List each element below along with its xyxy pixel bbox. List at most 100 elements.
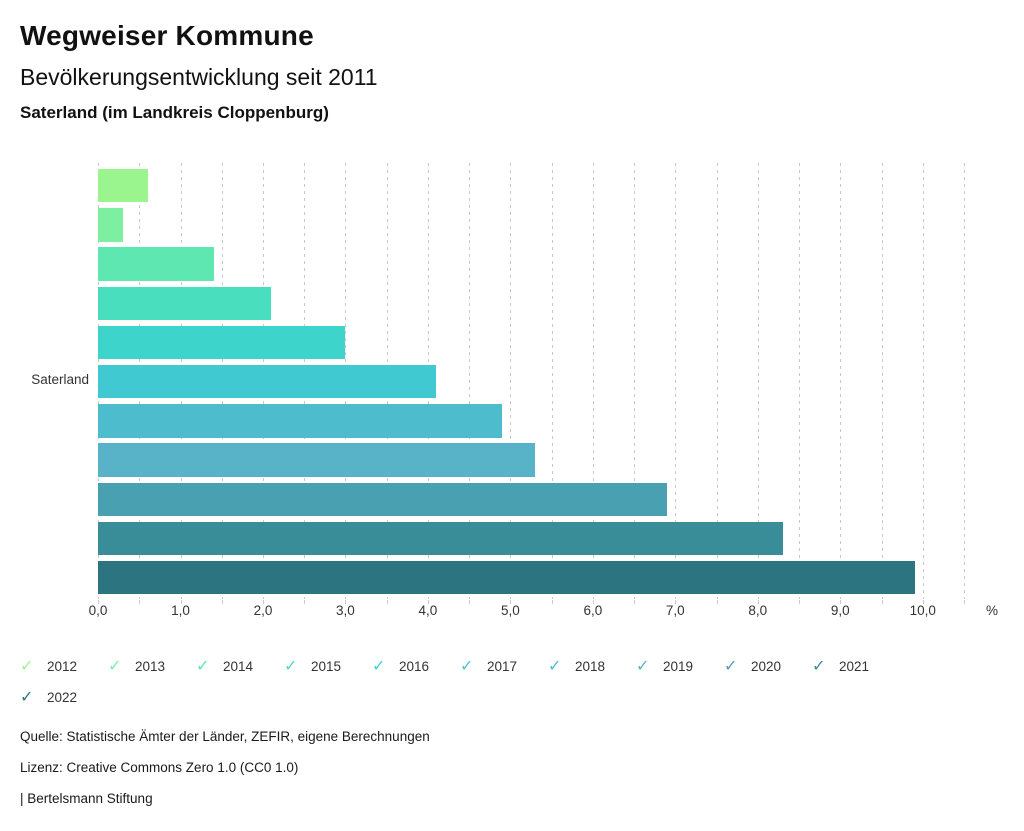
legend-item-label: 2012 xyxy=(47,659,78,674)
axis-tick xyxy=(799,600,800,604)
bar-2013[interactable] xyxy=(98,208,123,242)
legend-item-2020[interactable]: ✓ 2020 xyxy=(724,651,812,682)
check-icon: ✓ xyxy=(196,657,210,675)
gridline xyxy=(469,163,471,599)
gridline xyxy=(675,163,677,599)
axis-tick xyxy=(427,600,429,604)
x-axis-tick-label: 0,0 xyxy=(88,603,108,618)
plot-area xyxy=(98,163,965,604)
axis-tick xyxy=(345,600,347,604)
gridline xyxy=(840,163,842,599)
bar-2021[interactable] xyxy=(98,521,783,556)
footer-license: Lizenz: Creative Commons Zero 1.0 (CC0 1… xyxy=(20,760,299,775)
check-icon: ✓ xyxy=(460,657,474,675)
legend-item-label: 2022 xyxy=(47,690,78,705)
axis-tick xyxy=(757,600,759,604)
check-icon: ✓ xyxy=(812,657,826,675)
check-icon: ✓ xyxy=(548,657,562,675)
check-icon: ✓ xyxy=(20,657,34,675)
x-axis-tick-label: 10,0 xyxy=(909,603,936,618)
legend-item-2021[interactable]: ✓ 2021 xyxy=(812,651,900,682)
x-axis-tick-label: 2,0 xyxy=(253,603,273,618)
gridline xyxy=(757,163,759,599)
axis-tick xyxy=(98,600,99,604)
gridline xyxy=(922,163,924,599)
legend-item-label: 2014 xyxy=(223,659,254,674)
x-axis-tick-label: 4,0 xyxy=(418,603,438,618)
legend-item-2018[interactable]: ✓ 2018 xyxy=(548,651,636,682)
bar-2018[interactable] xyxy=(98,404,503,438)
axis-tick xyxy=(634,600,636,604)
legend-item-label: 2015 xyxy=(311,659,342,674)
y-axis-category-label: Saterland xyxy=(31,372,89,387)
x-axis-unit-label: % xyxy=(986,603,999,618)
axis-tick xyxy=(221,600,223,604)
gridline xyxy=(510,163,512,599)
x-axis-tick-label: 9,0 xyxy=(830,603,850,618)
gridline xyxy=(799,163,800,599)
x-axis: 0,0 1,0 2,0 3,0 4,0 5,0 6,0 7,0 8,0 9,0 10,0 xyxy=(89,603,964,621)
x-axis-tick-label: 5,0 xyxy=(501,603,520,618)
legend-item-2022[interactable]: ✓ 2022 xyxy=(20,682,108,713)
gridline xyxy=(634,163,636,599)
bar-2016[interactable] xyxy=(98,325,346,360)
check-icon: ✓ xyxy=(284,657,298,675)
axis-tick xyxy=(881,600,883,604)
legend-item-2012[interactable]: ✓ 2012 xyxy=(20,651,108,682)
legend-item-label: 2019 xyxy=(663,659,694,674)
bar-2014[interactable] xyxy=(98,247,214,281)
gridline xyxy=(964,163,965,599)
gridline xyxy=(551,163,553,599)
x-axis-tick-label: 8,0 xyxy=(748,603,768,618)
check-icon: ✓ xyxy=(20,688,34,706)
legend-item-label: 2016 xyxy=(399,659,430,674)
legend-item-label: 2017 xyxy=(487,659,518,674)
check-icon: ✓ xyxy=(372,657,386,675)
legend-item-2017[interactable]: ✓ 2017 xyxy=(460,651,548,682)
x-axis-tick-label: 3,0 xyxy=(336,603,355,618)
axis-tick xyxy=(263,600,264,604)
legend-item-label: 2020 xyxy=(751,659,782,674)
x-axis-tick-label: 1,0 xyxy=(171,603,190,618)
legend-item-2016[interactable]: ✓ 2016 xyxy=(372,651,460,682)
axis-tick xyxy=(469,600,471,604)
axis-tick xyxy=(922,600,924,604)
legend-item-2015[interactable]: ✓ 2015 xyxy=(284,651,372,682)
axis-tick xyxy=(180,600,182,604)
footer-source: Quelle: Statistische Ämter der Länder, Z… xyxy=(20,729,430,744)
check-icon: ✓ xyxy=(724,657,738,675)
chart-subtitle: Bevölkerungsentwicklung seit 2011 xyxy=(20,64,378,90)
axis-tick xyxy=(592,600,594,604)
x-axis-tick-label: 7,0 xyxy=(665,603,685,618)
check-icon: ✓ xyxy=(108,657,122,675)
legend-item-label: 2018 xyxy=(575,659,606,674)
legend-item-label: 2021 xyxy=(839,659,870,674)
axis-tick xyxy=(840,600,842,604)
legend-item-2014[interactable]: ✓ 2014 xyxy=(196,651,284,682)
gridline xyxy=(716,163,718,599)
x-axis-tick-label: 6,0 xyxy=(583,603,603,618)
axis-tick xyxy=(964,600,965,604)
axis-tick xyxy=(304,600,306,604)
bar-2019[interactable] xyxy=(98,443,536,477)
axis-tick xyxy=(675,600,677,604)
bar-2017[interactable] xyxy=(98,365,437,399)
footer-attribution: | Bertelsmann Stiftung xyxy=(20,791,153,806)
legend-item-label: 2013 xyxy=(135,659,166,674)
page-title: Wegweiser Kommune xyxy=(20,20,314,51)
gridline xyxy=(881,163,883,599)
axis-tick xyxy=(139,600,141,604)
bar-2012[interactable] xyxy=(98,169,148,203)
bar-2015[interactable] xyxy=(98,286,272,320)
legend-item-2019[interactable]: ✓ 2019 xyxy=(636,651,724,682)
bar-2022[interactable] xyxy=(98,561,915,595)
axis-tick xyxy=(716,600,718,604)
chart-location-label: Saterland (im Landkreis Cloppenburg) xyxy=(20,103,329,122)
axis-tick xyxy=(510,600,512,604)
axis-tick xyxy=(386,600,388,604)
bar-2020[interactable] xyxy=(98,482,668,516)
gridline xyxy=(592,163,594,599)
legend-item-2013[interactable]: ✓ 2013 xyxy=(108,651,196,682)
legend: ✓ 2012 ✓ 2013 ✓ 2014 ✓ 2015 ✓ 2016 ✓ 2017 ✓ 2018 ✓ 2019… xyxy=(20,651,940,713)
